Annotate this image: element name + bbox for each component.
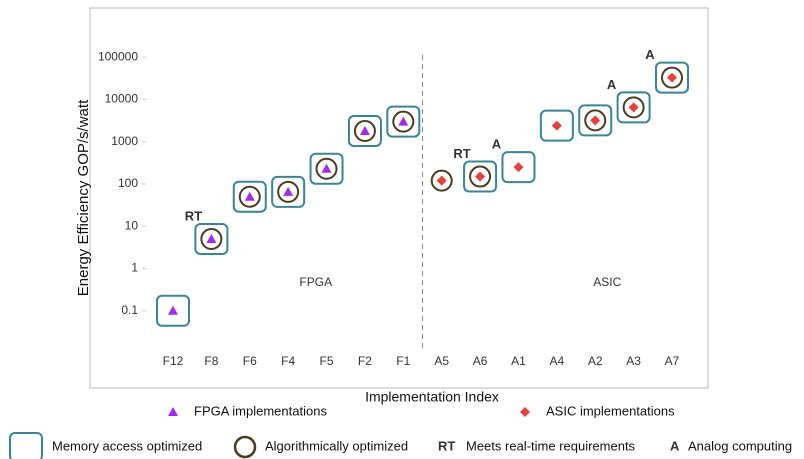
triangle-marker: [321, 163, 332, 173]
plot-frame: [89, 7, 709, 389]
diamond-marker: [436, 175, 447, 186]
algorithmic-circle: [277, 180, 300, 203]
y-axis-label: Energy Efficiency GOP/s/watt: [75, 99, 92, 296]
memory-optimized-box: [386, 105, 421, 138]
y-tick-label: 10: [125, 218, 139, 232]
legend-a: A: [670, 438, 680, 453]
analog-label: A: [492, 137, 502, 152]
legend-label: Analog computing: [688, 438, 792, 453]
memory-optimized-box: [655, 61, 689, 94]
algorithmic-circle: [661, 66, 683, 89]
x-tick-label: F8: [204, 354, 218, 368]
diamond-marker: [667, 72, 677, 83]
x-tick-label: A3: [626, 354, 641, 368]
algorithmic-circle: [238, 185, 261, 208]
triangle-marker: [359, 125, 370, 135]
y-tick-label: 10000: [105, 92, 139, 106]
legend-label: Meets real-time requirements: [466, 438, 636, 453]
triangle-marker: [283, 186, 294, 196]
analog-label: A: [645, 47, 655, 62]
rt-label: RT: [453, 146, 470, 161]
legend-label: ASIC implementations: [546, 403, 675, 418]
x-tick-label: A1: [511, 354, 526, 368]
algorithmic-circle: [622, 96, 645, 119]
x-tick-label: A4: [550, 354, 565, 368]
memory-optimized-box: [578, 104, 613, 137]
region-label: ASIC: [593, 275, 621, 289]
algorithmic-circle: [584, 109, 607, 132]
y-tick-label: 0.1: [121, 303, 138, 317]
memory-optimized-box: [501, 151, 536, 184]
legend-rt: RT: [438, 438, 455, 453]
algorithmic-circle: [315, 157, 338, 180]
triangle-marker: [398, 116, 409, 126]
diamond-marker: [475, 171, 486, 182]
algorithmic-circle: [200, 227, 223, 250]
legend-circle: [233, 435, 257, 459]
algorithmic-circle: [353, 119, 376, 142]
diamond-marker: [628, 102, 639, 113]
x-tick-label: F5: [320, 354, 334, 368]
y-tick-label: 100000: [98, 49, 138, 63]
memory-optimized-box: [463, 160, 498, 193]
y-tick-label: 1000: [111, 134, 138, 148]
memory-optimized-box: [271, 175, 306, 208]
x-tick-label: A6: [473, 354, 488, 368]
memory-optimized-box: [232, 180, 267, 213]
memory-optimized-box: [539, 109, 574, 142]
algorithmic-circle: [469, 165, 492, 188]
x-tick-label: F2: [358, 354, 372, 368]
diamond-marker: [590, 115, 601, 126]
algorithmic-circle: [392, 110, 415, 133]
triangle-marker: [206, 233, 217, 243]
y-tick-label: 1: [131, 261, 138, 275]
memory-optimized-box: [309, 152, 344, 185]
x-tick-label: A5: [434, 354, 449, 368]
diamond-marker: [513, 162, 524, 173]
x-tick-label: A2: [588, 354, 603, 368]
legend-box: [9, 432, 43, 459]
x-tick-label: F1: [396, 354, 410, 368]
diamond-marker: [520, 407, 530, 417]
x-tick-label: A7: [665, 354, 680, 368]
algorithmic-circle: [430, 169, 453, 192]
y-tick-label: 100: [118, 176, 138, 190]
legend-label: FPGA implementations: [194, 403, 327, 418]
region-label: FPGA: [299, 275, 332, 289]
memory-optimized-box: [616, 91, 651, 124]
triangle-marker: [244, 191, 255, 201]
x-axis-label: Implementation Index: [365, 389, 499, 405]
legend-label: Memory access optimized: [52, 438, 202, 453]
triangle-marker: [168, 407, 178, 416]
legend-label: Algorithmically optimized: [265, 438, 408, 453]
memory-optimized-box: [194, 222, 229, 255]
triangle-marker: [168, 305, 178, 315]
memory-optimized-box: [347, 114, 382, 147]
diamond-marker: [551, 120, 562, 131]
x-tick-label: F4: [281, 354, 295, 368]
analog-label: A: [607, 77, 617, 92]
x-tick-label: F12: [163, 354, 184, 368]
rt-label: RT: [185, 208, 202, 223]
memory-optimized-box: [156, 294, 190, 327]
x-tick-label: F6: [243, 354, 257, 368]
